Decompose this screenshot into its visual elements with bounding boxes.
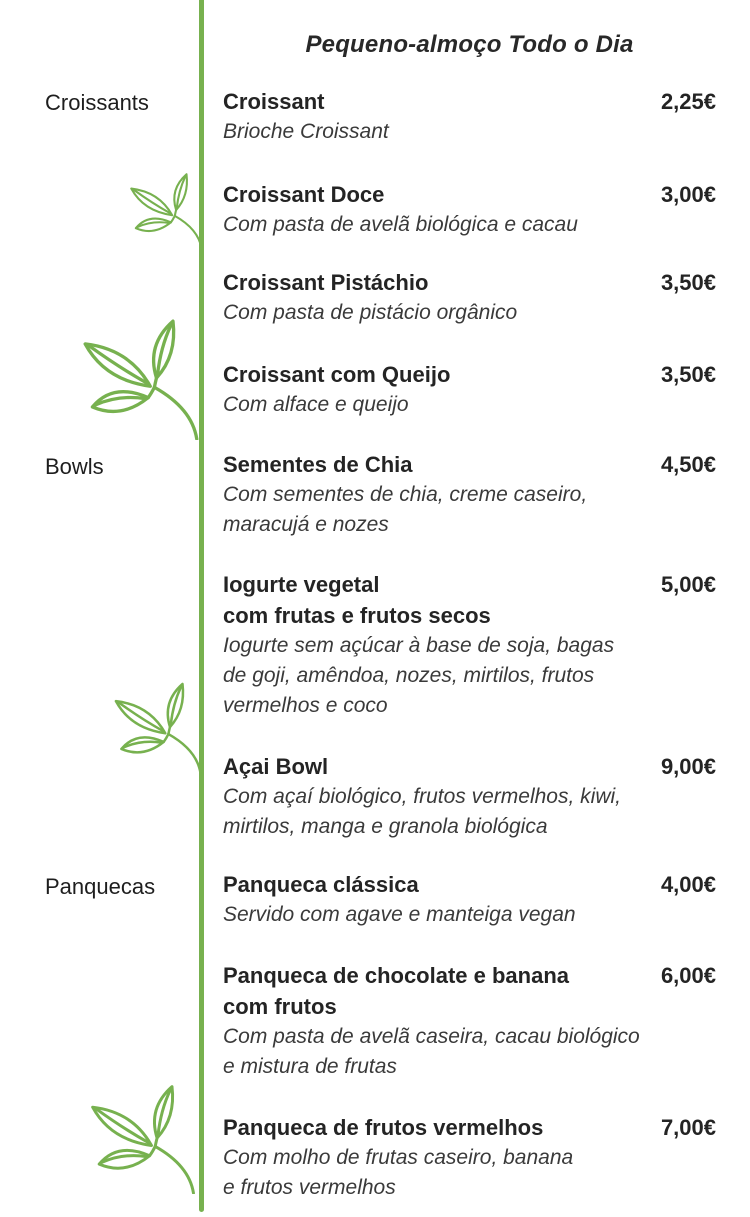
item-name: Croissant Doce: [223, 182, 385, 207]
item-price: 3,50€: [660, 270, 716, 295]
item-description: Com pasta de avelã caseira, cacau biológ…: [223, 1025, 640, 1078]
category-label-bowls: Bowls: [45, 454, 104, 479]
item-description: Servido com agave e manteiga vegan: [223, 903, 576, 926]
menu-item: Croissant com Queijo 3,50€ Com alface e …: [223, 359, 716, 420]
item-name: Croissant com Queijo: [223, 362, 451, 387]
menu-item: Panqueca clássica 4,00€ Servido com agav…: [223, 869, 716, 930]
item-price: 3,50€: [660, 362, 716, 387]
item-name: Croissant: [223, 89, 325, 114]
item-description: Brioche Croissant: [223, 120, 389, 143]
item-price: 7,00€: [660, 1115, 716, 1140]
menu-item: Croissant 2,25€ Brioche Croissant: [223, 86, 716, 147]
item-description: Com pasta de pistácio orgânico: [223, 301, 518, 324]
item-description: Com molho de frutas caseiro, banana e fr…: [223, 1146, 574, 1199]
menu-item: Panqueca de chocolate e banana com fruto…: [223, 960, 716, 1082]
leaf-sprig-icon: [128, 163, 206, 257]
item-price: 4,00€: [660, 872, 716, 897]
leaf-sprig-icon: [84, 1082, 204, 1194]
category-label-croissants: Croissants: [45, 90, 149, 115]
item-name: Açai Bowl: [223, 754, 329, 779]
item-description: Iogurte sem açúcar à base de soja, bagas…: [223, 634, 615, 717]
menu-item: Croissant Pistáchio 3,50€ Com pasta de p…: [223, 267, 716, 328]
category-label-panquecas: Panquecas: [45, 874, 156, 899]
item-price: 4,50€: [660, 452, 716, 477]
item-price: 6,00€: [660, 963, 716, 988]
item-price: 5,00€: [660, 572, 716, 597]
item-price: 3,00€: [660, 182, 716, 207]
menu-item: Iogurte vegetal com frutas e frutos seco…: [223, 569, 716, 721]
menu-item: Açai Bowl 9,00€ Com açaí biológico, frut…: [223, 751, 716, 842]
menu-item: Sementes de Chia 4,50€ Com sementes de c…: [223, 449, 716, 540]
item-name: Panqueca de chocolate e banana com fruto…: [223, 963, 570, 1019]
divider-line: [199, 0, 204, 1212]
item-name: Iogurte vegetal com frutas e frutos seco…: [223, 572, 491, 628]
item-name: Panqueca clássica: [223, 872, 419, 897]
item-description: Com sementes de chia, creme caseiro, mar…: [223, 483, 588, 536]
item-name: Sementes de Chia: [223, 452, 413, 477]
item-name: Croissant Pistáchio: [223, 270, 429, 295]
menu-item: Panqueca de frutos vermelhos 7,00€ Com m…: [223, 1112, 716, 1203]
menu-title: Pequeno-almoço Todo o Dia: [305, 31, 634, 58]
leaf-sprig-icon: [112, 680, 206, 774]
item-price: 2,25€: [660, 89, 716, 114]
menu-item: Croissant Doce 3,00€ Com pasta de avelã …: [223, 179, 716, 240]
item-description: Com alface e queijo: [223, 393, 409, 416]
leaf-sprig-icon: [80, 316, 204, 440]
item-description: Com pasta de avelã biológica e cacau: [223, 213, 578, 236]
item-price: 9,00€: [660, 754, 716, 779]
item-name: Panqueca de frutos vermelhos: [223, 1115, 544, 1140]
item-description: Com açaí biológico, frutos vermelhos, ki…: [223, 785, 621, 838]
